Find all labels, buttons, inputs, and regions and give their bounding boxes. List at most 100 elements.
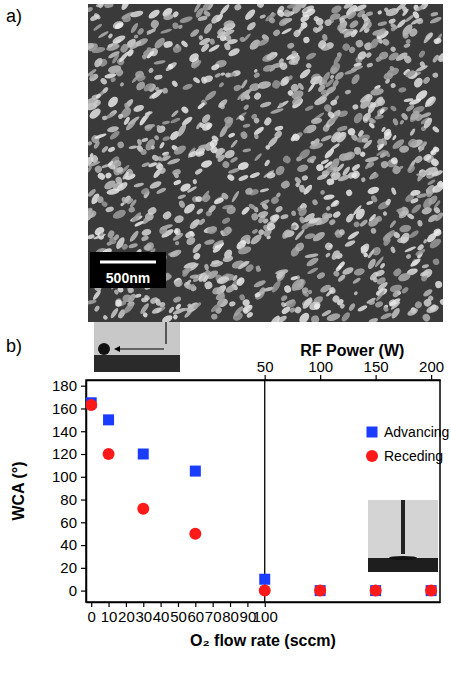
sem-texture xyxy=(145,123,156,130)
sem-texture xyxy=(270,279,282,293)
sem-texture xyxy=(104,172,112,180)
sem-texture xyxy=(88,73,99,83)
tick-mark xyxy=(213,602,214,607)
sem-texture xyxy=(109,129,121,141)
sem-texture xyxy=(431,169,443,178)
inset-arrow xyxy=(116,348,164,349)
sem-texture xyxy=(290,89,304,101)
sem-texture xyxy=(89,73,95,79)
sem-texture xyxy=(205,122,214,131)
panel-label: a) xyxy=(6,6,22,26)
sem-texture xyxy=(337,260,346,270)
sem-texture xyxy=(93,56,105,68)
sem-texture xyxy=(352,103,359,110)
sem-texture xyxy=(161,314,174,322)
sem-texture xyxy=(366,160,375,169)
tick-mark xyxy=(81,499,86,500)
inset-background xyxy=(368,500,438,572)
data-point xyxy=(259,585,271,597)
sem-texture xyxy=(172,22,179,30)
sem-texture xyxy=(358,21,369,33)
sem-texture xyxy=(172,44,183,54)
sem-texture xyxy=(192,61,201,69)
sem-texture xyxy=(309,141,324,150)
sem-texture xyxy=(173,179,182,186)
tick-mark xyxy=(320,375,321,380)
sem-texture xyxy=(406,307,419,318)
sem-texture xyxy=(192,252,201,261)
sem-texture xyxy=(383,228,397,242)
sem-texture xyxy=(409,109,422,122)
tick: 70 xyxy=(205,602,222,625)
sem-texture xyxy=(147,8,161,20)
sem-texture xyxy=(305,62,313,70)
sem-texture xyxy=(381,126,387,133)
sem-texture xyxy=(158,225,169,236)
sem-texture xyxy=(290,278,304,293)
sem-texture xyxy=(211,286,222,296)
sem-texture xyxy=(235,111,247,121)
sem-texture xyxy=(146,206,157,216)
tick: 180 xyxy=(52,377,86,394)
inset-arrowhead xyxy=(114,346,120,352)
data-point xyxy=(103,414,114,425)
tick-label: 140 xyxy=(52,423,77,440)
sem-texture xyxy=(294,228,306,241)
data-point xyxy=(314,585,326,597)
tick-label: 50 xyxy=(257,358,274,375)
sem-texture xyxy=(297,206,309,218)
tick-label: 50 xyxy=(170,608,187,625)
sem-texture xyxy=(253,91,263,101)
sem-texture xyxy=(315,163,324,172)
sem-texture xyxy=(122,294,133,303)
sem-texture xyxy=(366,62,373,68)
sem-texture xyxy=(175,303,182,311)
inset-droplet xyxy=(98,343,110,355)
tick: 100 xyxy=(308,358,333,380)
sem-texture xyxy=(194,167,203,175)
scale-bar-box xyxy=(90,252,166,288)
sem-texture xyxy=(253,72,261,79)
sem-texture xyxy=(225,205,237,216)
sem-texture xyxy=(432,54,441,64)
sem-texture xyxy=(251,212,259,221)
sem-texture xyxy=(198,35,203,41)
sem-texture xyxy=(389,105,397,113)
sem-texture xyxy=(169,248,183,259)
inset-needle xyxy=(165,322,167,344)
sem-texture xyxy=(146,50,155,59)
sem-texture xyxy=(223,148,236,160)
sem-texture xyxy=(200,190,210,202)
sem-texture xyxy=(301,174,309,181)
tick-label: 160 xyxy=(52,400,77,417)
series xyxy=(314,585,437,597)
sem-texture xyxy=(243,8,257,22)
sem-texture xyxy=(222,255,234,263)
sem-texture xyxy=(416,192,427,198)
panel-label: b) xyxy=(6,336,22,356)
sem-texture xyxy=(432,72,439,78)
tick-label: 20 xyxy=(60,559,77,576)
sem-texture xyxy=(351,163,361,172)
sem-texture xyxy=(390,187,397,196)
sem-texture xyxy=(419,270,429,277)
tick-label: 20 xyxy=(118,608,135,625)
sem-texture xyxy=(175,241,180,246)
sem-texture xyxy=(270,195,280,205)
sem-texture xyxy=(304,104,314,112)
sem-texture xyxy=(259,14,266,20)
sem-texture xyxy=(265,51,276,61)
sem-texture xyxy=(406,137,418,148)
sem-texture xyxy=(406,164,416,174)
sem-texture xyxy=(336,125,348,132)
sem-texture xyxy=(339,229,346,236)
tick: 50 xyxy=(170,602,187,625)
y-axis-title: WCA (°) xyxy=(10,461,27,520)
tick-label: 80 xyxy=(222,608,239,625)
tick: 80 xyxy=(60,491,86,508)
sem-texture xyxy=(352,204,363,216)
sem-texture xyxy=(221,225,233,238)
tick-mark xyxy=(265,602,266,607)
sem-texture xyxy=(159,141,166,149)
sem-texture xyxy=(93,305,100,313)
